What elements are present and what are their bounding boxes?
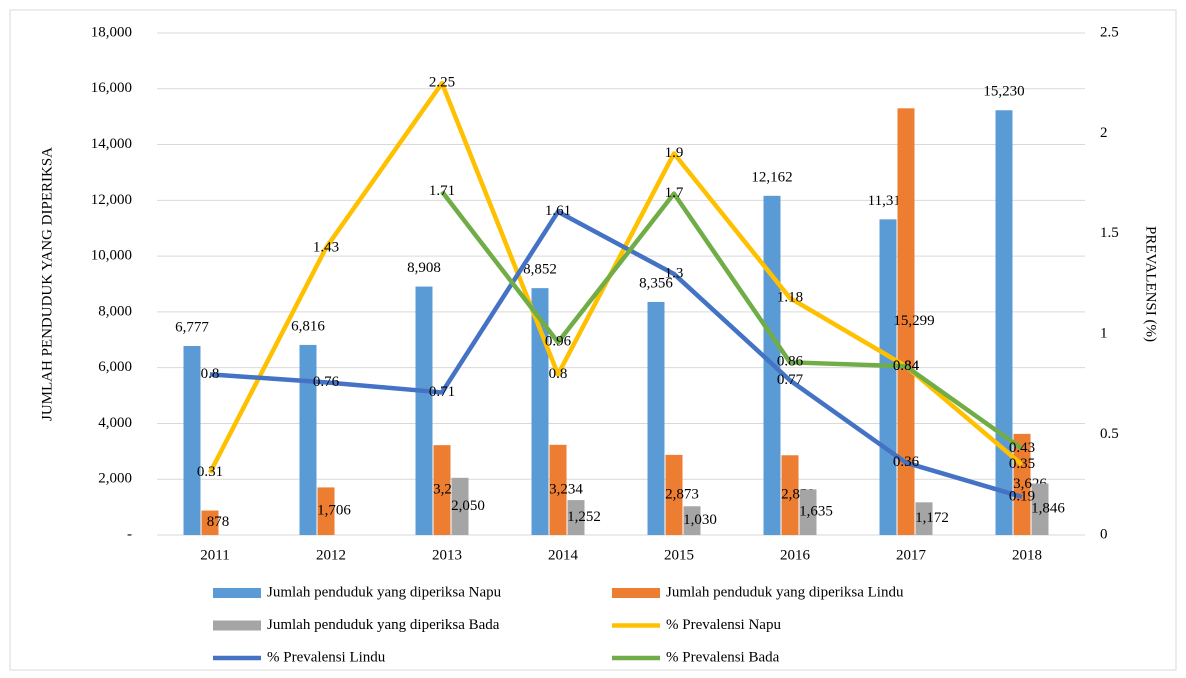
data-label: 8,908: [407, 260, 441, 276]
y2-axis-label: PREVALENSI (%): [1143, 226, 1159, 342]
bar: [665, 454, 683, 535]
data-label: 0.84: [893, 358, 920, 374]
data-label: 0.35: [1009, 456, 1035, 472]
y-tick-label: 2,000: [98, 471, 132, 487]
legend-swatch: [213, 588, 261, 598]
data-label: 0.76: [313, 374, 340, 390]
legend-swatch: [213, 620, 261, 631]
data-label: 1.7: [665, 185, 684, 201]
data-label: 2.25: [429, 75, 455, 91]
bar: [299, 344, 317, 535]
y-tick-label: 10,000: [91, 248, 132, 264]
y2-tick-label: 2.5: [1100, 24, 1119, 40]
y-tick-label: 14,000: [91, 136, 132, 152]
data-label: 1,172: [915, 510, 949, 526]
data-label: 1,846: [1031, 501, 1065, 517]
legend-label: Jumlah penduduk yang diperiksa Napu: [267, 584, 502, 600]
data-label: 6,816: [291, 318, 325, 334]
data-label: 1.3: [665, 265, 684, 281]
data-label: 0.71: [429, 384, 455, 400]
data-label: 1,635: [799, 504, 833, 520]
data-label: 0.96: [545, 334, 572, 350]
x-tick-label: 2015: [664, 547, 694, 563]
data-label: 12,162: [751, 169, 792, 185]
legend-label: Jumlah penduduk yang diperiksa Lindu: [666, 584, 904, 600]
bar: [531, 288, 549, 535]
data-label: 2,050: [451, 498, 485, 514]
data-label: 1,252: [567, 509, 601, 525]
bar: [1031, 483, 1049, 535]
data-label: 15,230: [983, 84, 1024, 100]
data-label: 15,299: [893, 313, 934, 329]
legend-label: % Prevalensi Bada: [666, 649, 780, 665]
data-label: 8,356: [639, 275, 673, 291]
legend-label: % Prevalensi Lindu: [267, 649, 386, 665]
legend-label: % Prevalensi Napu: [666, 617, 781, 633]
x-tick-label: 2016: [780, 547, 811, 563]
line: [209, 209, 1023, 500]
data-label: 1.71: [429, 183, 455, 199]
legend-swatch: [612, 588, 660, 598]
bar: [183, 345, 201, 535]
bar: [897, 108, 915, 536]
legend-label: Jumlah penduduk yang diperiksa Bada: [267, 617, 500, 633]
y-tick-label: 18,000: [91, 24, 132, 40]
bar: [781, 455, 799, 535]
data-label: 2,873: [665, 486, 699, 502]
y-tick-label: 8,000: [98, 303, 132, 319]
y-tick-label: 6,000: [98, 359, 132, 375]
bar: [799, 489, 817, 535]
data-label: 878: [207, 514, 230, 530]
data-label: 6,777: [175, 319, 209, 335]
data-label: 1,030: [683, 512, 717, 528]
bar: [647, 301, 665, 535]
data-label: 0.8: [549, 366, 568, 382]
y-tick-label: 4,000: [98, 415, 132, 431]
bar: [995, 110, 1013, 535]
data-label: 0.8: [201, 366, 220, 382]
y-axis-label: JUMLAH PENDUDUK YANG DIPERIKSA: [39, 147, 55, 421]
line: [208, 80, 1024, 474]
line: [440, 190, 1024, 451]
bar: [317, 487, 335, 535]
data-label: 3,234: [549, 481, 583, 497]
data-label: 1.61: [545, 203, 571, 219]
bar: [415, 286, 433, 535]
data-label: 0.86: [777, 354, 804, 370]
bar: [433, 445, 451, 535]
y-tick-label: 16,000: [91, 80, 132, 96]
y2-tick-label: 0.5: [1100, 426, 1119, 442]
y-tick-label: -: [127, 526, 132, 542]
x-tick-label: 2012: [316, 547, 346, 563]
data-label: 1.18: [777, 289, 803, 305]
chart-frame: [9, 9, 1177, 671]
y2-tick-label: 0: [1100, 526, 1108, 542]
bar: [879, 219, 897, 535]
bar: [683, 506, 701, 535]
y-tick-label: 12,000: [91, 192, 132, 208]
x-tick-label: 2017: [896, 547, 927, 563]
y2-tick-label: 1.5: [1100, 225, 1119, 241]
y2-tick-label: 1: [1100, 326, 1108, 342]
x-tick-label: 2014: [548, 547, 579, 563]
bar: [549, 444, 567, 535]
data-label: 0.36: [893, 454, 920, 470]
data-label: 0.31: [197, 464, 223, 480]
bar: [201, 510, 219, 535]
bar: [567, 500, 585, 535]
x-tick-label: 2013: [432, 547, 462, 563]
bar: [451, 477, 469, 535]
data-label: 1,706: [317, 503, 351, 519]
x-tick-label: 2011: [200, 547, 229, 563]
data-label: 1.9: [665, 145, 684, 161]
data-label: 0.43: [1009, 440, 1035, 456]
x-tick-label: 2018: [1012, 547, 1042, 563]
data-label: 0.19: [1009, 488, 1035, 504]
data-label: 1.43: [313, 239, 339, 255]
bar: [915, 502, 933, 535]
y2-tick-label: 2: [1100, 125, 1108, 141]
data-label: 0.77: [777, 372, 804, 388]
data-label: 8,852: [523, 262, 557, 278]
